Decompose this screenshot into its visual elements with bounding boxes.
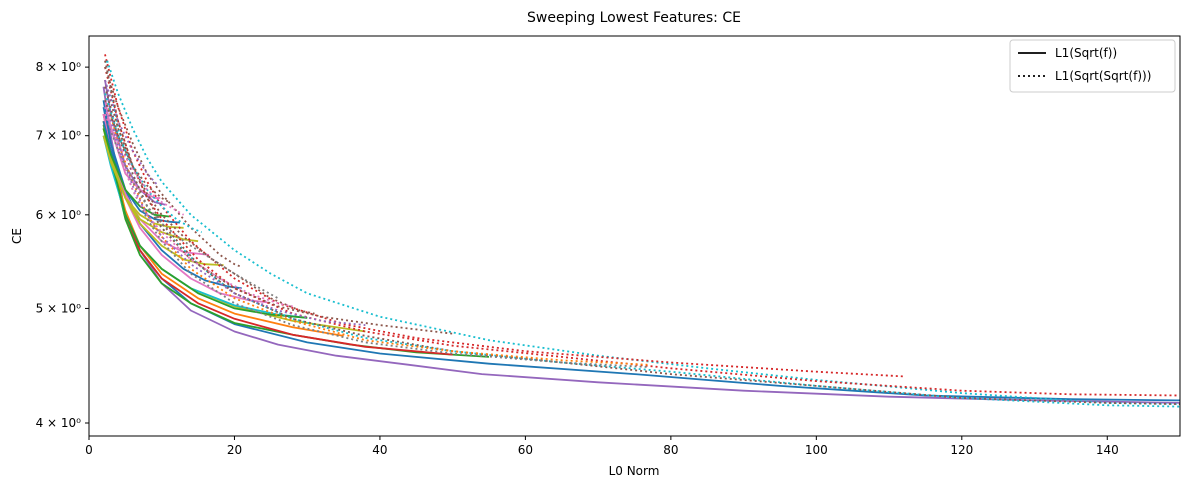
x-tick-label: 140 [1096,443,1119,457]
x-axis-label: L0 Norm [609,464,660,478]
series-line-solid-0 [102,86,1181,404]
series-line-solid-9 [102,100,242,290]
series-line-dotted-22 [104,60,1181,405]
series-line-dotted-20 [104,66,1181,397]
y-tick-label: 8 × 10⁰ [36,60,82,74]
chart-title: Sweeping Lowest Features: CE [527,10,741,26]
y-tick-label: 7 × 10⁰ [36,129,82,143]
series-line-dotted-27 [104,106,293,308]
series-line-dotted-28 [104,79,315,315]
series-line-dotted-26 [104,100,366,326]
legend-label-dotted: L1(Sqrt(Sqrt(f))) [1055,69,1151,83]
series-line-dotted-21 [104,60,1181,408]
x-tick-label: 60 [518,443,533,457]
series-layer [102,54,1181,408]
series-line-dotted-29 [104,113,279,300]
x-axis: 0 20 40 60 80 100 120 140 [85,436,1119,457]
series-line-dotted-31 [104,93,203,234]
series-line-dotted-19 [104,54,904,378]
y-axis: 4 × 10⁰ 5 × 10⁰ 6 × 10⁰ 7 × 10⁰ 8 × 10⁰ [36,60,89,430]
x-tick-label: 100 [805,443,828,457]
legend-label-solid: L1(Sqrt(f)) [1055,46,1117,60]
series-line-solid-12 [102,128,199,243]
y-tick-label: 4 × 10⁰ [36,416,82,430]
series-line-dotted-18 [106,60,1181,405]
series-line-solid-14 [102,120,180,224]
series-line-solid-13 [102,135,184,229]
x-tick-label: 80 [663,443,678,457]
series-line-solid-15 [102,128,170,218]
legend-box [1009,39,1176,93]
y-tick-label: 6 × 10⁰ [36,208,82,222]
series-line-dotted-34 [104,79,159,187]
series-line-dotted-33 [104,99,170,203]
legend: L1(Sqrt(f)) L1(Sqrt(Sqrt(f))) [1009,39,1176,93]
series-line-dotted-32 [104,113,185,216]
x-tick-label: 120 [950,443,973,457]
plot-area-frame [88,35,1181,437]
y-axis-label: CE [10,228,24,244]
series-line-solid-1 [102,107,1181,402]
x-tick-label: 0 [85,443,93,457]
y-tick-label: 5 × 10⁰ [36,301,82,315]
series-line-dotted-25 [104,86,453,335]
x-tick-label: 40 [372,443,387,457]
series-line-dotted-30 [104,66,243,268]
series-line-dotted-24 [104,106,650,368]
x-tick-label: 20 [227,443,242,457]
series-line-solid-5 [102,128,366,333]
series-line-solid-7 [102,124,308,319]
